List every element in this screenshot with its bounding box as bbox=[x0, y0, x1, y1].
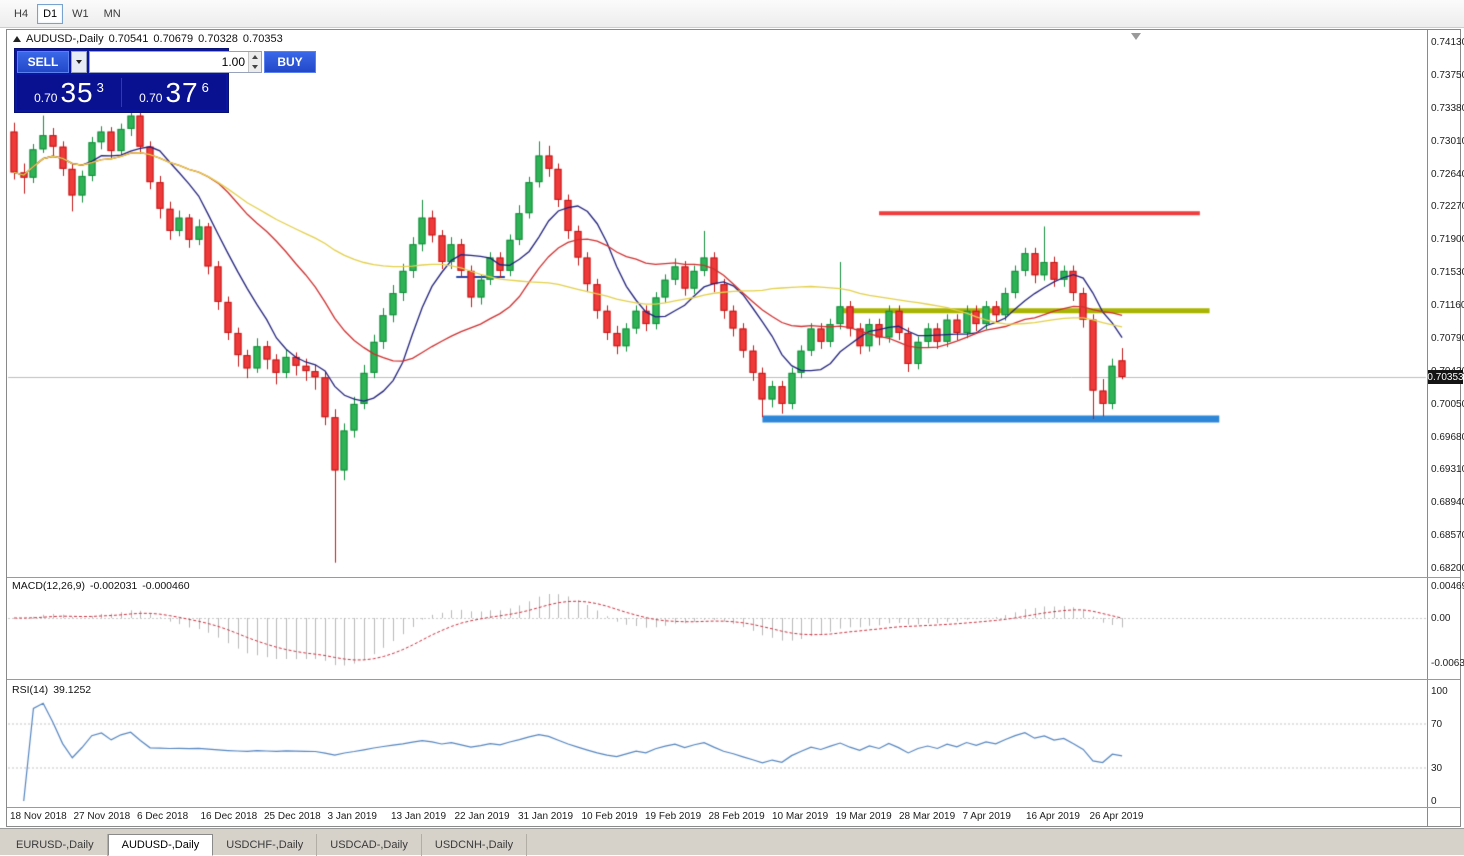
buy-price-prefix: 0.70 bbox=[139, 90, 163, 105]
date-axis-label: 7 Apr 2019 bbox=[962, 811, 1011, 822]
sell-price[interactable]: 0.70 35 3 bbox=[17, 75, 121, 110]
ohlc-close: 0.70353 bbox=[242, 33, 283, 45]
timeframe-button-w1[interactable]: W1 bbox=[72, 7, 89, 20]
date-axis-label: 26 Apr 2019 bbox=[1089, 811, 1144, 822]
one-click-trading-panel: SELL BUY 0.70 35 3 0.70 37 6 bbox=[14, 48, 316, 113]
date-axis-label: 19 Feb 2019 bbox=[645, 811, 702, 822]
symbol-triangle-icon bbox=[13, 36, 21, 42]
rsi-value: 39.1252 bbox=[53, 684, 92, 696]
date-axis-label: 28 Mar 2019 bbox=[899, 811, 956, 822]
price-axis-label: 0.69680 bbox=[1431, 431, 1464, 443]
chart-title: AUDUSD-,Daily bbox=[26, 33, 104, 45]
sell-price-point: 3 bbox=[96, 80, 104, 95]
price-axis-label: 0.70790 bbox=[1431, 332, 1464, 344]
price-axis-label: 0.72270 bbox=[1431, 201, 1464, 213]
trade-controls-row: SELL BUY bbox=[17, 51, 316, 73]
date-axis-label: 22 Jan 2019 bbox=[454, 811, 510, 822]
price-axis-label: 0.73010 bbox=[1431, 135, 1464, 147]
rsi-axis-label: 30 bbox=[1431, 763, 1443, 774]
date-axis-label: 28 Feb 2019 bbox=[708, 811, 765, 822]
price-axis-divider bbox=[1427, 29, 1428, 827]
date-axis-label: 27 Nov 2018 bbox=[73, 811, 131, 822]
sell-price-prefix: 0.70 bbox=[34, 90, 58, 105]
price-axis-label: 0.71160 bbox=[1431, 300, 1464, 311]
macd-panel-separator[interactable] bbox=[6, 577, 1461, 578]
macd-indicator-label: MACD(12,26,9) -0.002031 -0.000460 bbox=[12, 580, 190, 592]
buy-price-pips: 37 bbox=[165, 76, 199, 108]
date-axis-label: 3 Jan 2019 bbox=[327, 811, 378, 822]
buy-button[interactable]: BUY bbox=[264, 51, 316, 73]
date-axis-label: 25 Dec 2018 bbox=[264, 811, 321, 822]
macd-name: MACD(12,26,9) bbox=[12, 580, 85, 592]
sell-price-pips: 35 bbox=[60, 76, 94, 108]
date-axis-label: 16 Dec 2018 bbox=[200, 811, 258, 822]
chart-tab-usdchf[interactable]: USDCHF-,Daily bbox=[213, 834, 318, 856]
timeframe-button-d1[interactable]: D1 bbox=[37, 3, 64, 24]
price-axis-label: 0.69310 bbox=[1431, 464, 1464, 476]
macd-axis-label: -0.00639 bbox=[1431, 658, 1464, 669]
price-axis-label: 0.72640 bbox=[1431, 168, 1464, 180]
price-axis-label: 0.71900 bbox=[1431, 234, 1464, 246]
volume-decrement-button[interactable] bbox=[249, 62, 261, 72]
date-axis-label: 10 Mar 2019 bbox=[772, 811, 829, 822]
chart-tab-strip: EURUSD-,Daily AUDUSD-,Daily USDCHF-,Daily U… bbox=[0, 828, 1464, 856]
macd-signal-value: -0.000460 bbox=[142, 580, 190, 592]
rsi-axis-label: 70 bbox=[1431, 719, 1443, 730]
chart-tab-usdcad[interactable]: USDCAD-,Daily bbox=[317, 834, 422, 856]
timeframe-button-h4[interactable]: H4 bbox=[14, 7, 29, 20]
ohlc-low: 0.70328 bbox=[198, 33, 238, 45]
ohlc-high: 0.70679 bbox=[153, 33, 194, 45]
ohlc-open: 0.70541 bbox=[108, 33, 149, 45]
sell-button[interactable]: SELL bbox=[17, 51, 69, 73]
price-divider bbox=[121, 78, 122, 107]
price-axis-label: 0.73380 bbox=[1431, 102, 1464, 114]
date-axis-label: 18 Nov 2018 bbox=[10, 811, 67, 822]
macd-main-value: -0.002031 bbox=[89, 580, 138, 592]
chart-tab-usdcnh[interactable]: USDCNH-,Daily bbox=[422, 834, 528, 856]
price-axis-label: 0.74130 bbox=[1431, 37, 1464, 48]
volume-dropdown-button[interactable] bbox=[71, 51, 87, 73]
rsi-indicator-label: RSI(14) 39.1252 bbox=[12, 684, 91, 696]
chart-shift-marker-icon[interactable] bbox=[1131, 33, 1141, 40]
rsi-axis-label: 100 bbox=[1431, 686, 1448, 697]
date-axis-label: 13 Jan 2019 bbox=[391, 811, 447, 822]
price-axis-label: 0.68570 bbox=[1431, 530, 1464, 542]
date-axis-label: 19 Mar 2019 bbox=[835, 811, 892, 822]
price-axis-label: 0.71530 bbox=[1431, 267, 1464, 279]
date-axis-label: 6 Dec 2018 bbox=[137, 811, 189, 822]
buy-price[interactable]: 0.70 37 6 bbox=[122, 75, 226, 110]
chart-ohlc-header: AUDUSD-,Daily 0.70541 0.70679 0.70328 0.… bbox=[13, 33, 283, 45]
chart-tab-audusd[interactable]: AUDUSD-,Daily bbox=[107, 834, 214, 856]
volume-increment-button[interactable] bbox=[249, 52, 261, 62]
chevron-down-icon bbox=[76, 60, 82, 64]
timeframe-button-group: H4 D1 W1 MN bbox=[8, 3, 127, 24]
chart-tab-bar: EURUSD-,Daily AUDUSD-,Daily USDCHF-,Daily U… bbox=[3, 834, 528, 856]
price-axis-label: 0.73750 bbox=[1431, 69, 1464, 81]
date-axis-label: 16 Apr 2019 bbox=[1026, 811, 1080, 822]
rsi-panel-separator[interactable] bbox=[6, 679, 1461, 680]
chart-tab-eurusd[interactable]: EURUSD-,Daily bbox=[3, 834, 108, 856]
price-axis-label: 0.68200 bbox=[1431, 563, 1464, 574]
current-price-tag: 0.70353 bbox=[1427, 370, 1464, 385]
price-axis-label: 0.70050 bbox=[1431, 398, 1464, 410]
volume-field bbox=[89, 51, 262, 73]
date-axis-separator bbox=[6, 807, 1461, 808]
volume-input[interactable] bbox=[90, 52, 248, 72]
macd-axis-label: 0.00 bbox=[1431, 613, 1451, 624]
date-axis-label: 31 Jan 2019 bbox=[518, 811, 574, 822]
trade-prices-row: 0.70 35 3 0.70 37 6 bbox=[17, 75, 226, 110]
timeframe-toolbar: H4 D1 W1 MN bbox=[0, 0, 1464, 28]
rsi-name: RSI(14) bbox=[12, 684, 49, 696]
buy-price-point: 6 bbox=[201, 80, 209, 95]
rsi-axis-label: 0 bbox=[1431, 796, 1437, 807]
macd-axis-label: 0.004694 bbox=[1431, 581, 1464, 592]
date-axis-label: 10 Feb 2019 bbox=[581, 811, 638, 822]
volume-spinner bbox=[248, 52, 261, 72]
price-axis-label: 0.68940 bbox=[1431, 497, 1464, 509]
timeframe-button-mn[interactable]: MN bbox=[103, 7, 121, 20]
